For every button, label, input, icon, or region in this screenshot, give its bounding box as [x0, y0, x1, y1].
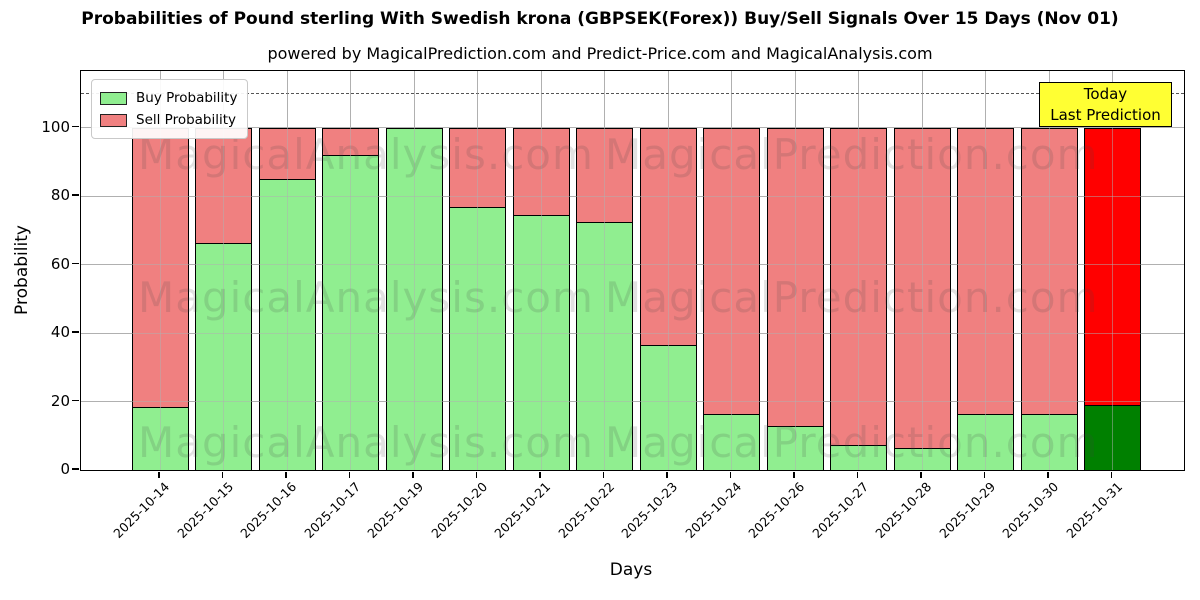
gridline-vertical [1048, 71, 1050, 470]
x-tick-label: 2025-10-16 [237, 479, 300, 541]
legend-swatch-buy [100, 91, 127, 105]
y-tick-label: 100 [41, 117, 70, 136]
gridline-vertical [350, 71, 351, 470]
gridline-vertical [413, 71, 415, 470]
gridline-vertical [540, 71, 542, 470]
x-tick-mark [920, 472, 922, 478]
y-tick-label: 80 [50, 186, 70, 204]
chart-subtitle: powered by MagicalPrediction.com and Pre… [267, 44, 933, 63]
gridline-vertical [159, 71, 161, 470]
watermark-text: MagicalPrediction.com [605, 418, 1099, 467]
legend-item-sell: Sell Probability [100, 109, 237, 131]
watermark-text: MagicalAnalysis.com [138, 418, 594, 467]
y-tick-label: 60 [50, 254, 70, 273]
x-tick-label: 2025-10-26 [745, 479, 808, 541]
legend-item-buy: Buy Probability [100, 87, 237, 109]
x-tick-mark [793, 472, 795, 478]
x-tick-mark [1047, 472, 1049, 478]
gridline-horizontal [81, 264, 1184, 265]
y-tick-mark [72, 262, 79, 265]
x-tick-label: 2025-10-31 [1063, 479, 1126, 541]
x-tick-label: 2025-10-27 [809, 479, 872, 541]
y-tick-label: 40 [50, 323, 70, 341]
x-tick-label: 2025-10-20 [428, 479, 491, 541]
x-tick-label: 2025-10-30 [999, 479, 1062, 541]
x-tick-label: 2025-10-24 [682, 479, 745, 541]
x-tick-label: 2025-10-22 [555, 479, 618, 541]
today-annotation-line1: Today [1083, 85, 1128, 103]
x-tick-label: 2025-10-29 [936, 479, 999, 541]
gridline-vertical [1112, 71, 1113, 470]
legend: Buy Probability Sell Probability [91, 79, 249, 139]
x-tick-mark [539, 472, 541, 478]
today-annotation-line2: Last Prediction [1050, 106, 1161, 124]
y-tick-mark [72, 125, 79, 128]
gridline-vertical [286, 71, 288, 470]
x-tick-mark [285, 472, 287, 478]
gridline-horizontal [81, 127, 1184, 128]
legend-swatch-sell [100, 113, 127, 127]
gridline-vertical [604, 71, 605, 470]
y-tick-mark [72, 331, 79, 333]
x-tick-mark [475, 472, 478, 478]
watermark-text: MagicalPrediction.com [605, 130, 1099, 179]
today-annotation-box: Today Last Prediction [1039, 82, 1172, 127]
gridline-vertical [731, 71, 732, 470]
y-tick-mark [72, 194, 79, 196]
x-tick-label: 2025-10-19 [364, 479, 427, 541]
x-tick-mark [1110, 472, 1113, 478]
dashed-threshold-line [81, 93, 1184, 95]
chart-title: Probabilities of Pound sterling With Swe… [81, 9, 1119, 29]
x-tick-label: 2025-10-21 [491, 479, 554, 541]
gridline-vertical [477, 71, 478, 470]
x-axis-label: Days [609, 560, 653, 580]
watermark-text: MagicalPrediction.com [605, 273, 1099, 322]
x-tick-mark [602, 472, 605, 478]
gridline-vertical [858, 71, 859, 470]
gridline-horizontal [81, 332, 1184, 334]
legend-label-buy: Buy Probability [136, 90, 238, 106]
x-tick-mark [983, 472, 986, 478]
x-tick-mark [729, 472, 732, 478]
y-tick-mark [72, 468, 79, 470]
plot-area: MagicalAnalysis.com MagicalPrediction.com… [80, 70, 1185, 471]
gridline-vertical [985, 71, 986, 470]
x-tick-label: 2025-10-23 [618, 479, 681, 541]
x-tick-label: 2025-10-15 [174, 479, 237, 541]
y-tick-label: 20 [50, 391, 70, 410]
gridline-horizontal [81, 195, 1184, 197]
x-tick-mark [158, 472, 160, 478]
gridline-vertical [667, 71, 669, 470]
x-tick-mark [666, 472, 668, 478]
x-tick-mark [221, 472, 224, 478]
gridline-vertical [223, 71, 224, 470]
x-tick-label: 2025-10-17 [301, 479, 364, 541]
x-tick-label: 2025-10-28 [872, 479, 935, 541]
gridline-vertical [794, 71, 796, 470]
gridline-vertical [921, 71, 923, 470]
x-tick-mark [412, 472, 414, 478]
gridline-horizontal [81, 401, 1184, 402]
y-tick-label: 0 [60, 460, 70, 478]
x-tick-label: 2025-10-14 [110, 479, 173, 541]
watermark-text: MagicalAnalysis.com [138, 273, 594, 322]
y-tick-mark [72, 399, 79, 402]
x-tick-mark [856, 472, 859, 478]
legend-label-sell: Sell Probability [136, 112, 237, 128]
x-tick-mark [348, 472, 351, 478]
